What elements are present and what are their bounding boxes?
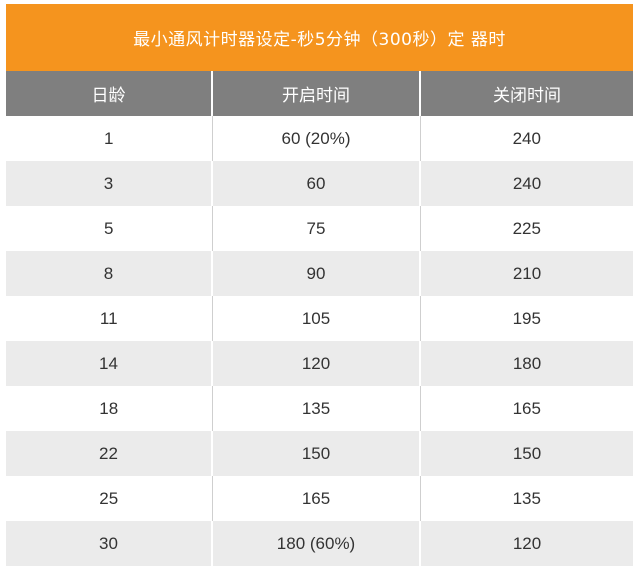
- cell-off-time: 135: [420, 476, 633, 521]
- cell-on-time: 120: [212, 341, 421, 386]
- cell-age: 3: [6, 161, 213, 206]
- table-row: 8 90 210: [6, 251, 633, 296]
- cell-off-time: 240: [420, 161, 633, 206]
- cell-off-time: 210: [420, 251, 633, 296]
- table-row: 1 60 (20%) 240: [6, 116, 633, 161]
- table-row: 14 120 180: [6, 341, 633, 386]
- table-row: 5 75 225: [6, 206, 633, 251]
- cell-on-time: 90: [212, 251, 421, 296]
- cell-on-time: 60: [212, 161, 421, 206]
- timer-table-card: 最小通风计时器设定-秒5分钟（300秒）定 器时 日龄 开启时间 关闭时间 1 …: [6, 4, 633, 566]
- table-row: 18 135 165: [6, 386, 633, 431]
- cell-age: 25: [6, 476, 213, 521]
- cell-on-time: 165: [212, 476, 421, 521]
- cell-age: 8: [6, 251, 213, 296]
- cell-off-time: 165: [420, 386, 633, 431]
- cell-off-time: 120: [420, 521, 633, 566]
- cell-on-time: 75: [212, 206, 421, 251]
- cell-on-time: 135: [212, 386, 421, 431]
- cell-off-time: 180: [420, 341, 633, 386]
- table-row: 11 105 195: [6, 296, 633, 341]
- cell-off-time: 150: [420, 431, 633, 476]
- cell-off-time: 225: [420, 206, 633, 251]
- cell-age: 22: [6, 431, 213, 476]
- table-title-bar: 最小通风计时器设定-秒5分钟（300秒）定 器时: [6, 4, 633, 71]
- cell-off-time: 195: [420, 296, 633, 341]
- table-title: 最小通风计时器设定-秒5分钟（300秒）定 器时: [133, 30, 506, 50]
- header-age: 日龄: [6, 71, 213, 116]
- header-on-time: 开启时间: [212, 71, 421, 116]
- header-off-time: 关闭时间: [420, 71, 633, 116]
- cell-age: 1: [6, 116, 213, 161]
- table-row: 30 180 (60%) 120: [6, 521, 633, 566]
- cell-on-time: 150: [212, 431, 421, 476]
- cell-age: 30: [6, 521, 213, 566]
- table-row: 3 60 240: [6, 161, 633, 206]
- table-row: 25 165 135: [6, 476, 633, 521]
- cell-age: 14: [6, 341, 213, 386]
- cell-on-time: 60 (20%): [212, 116, 421, 161]
- ventilation-timer-table: 日龄 开启时间 关闭时间 1 60 (20%) 240 3 60 240 5 7…: [6, 71, 633, 566]
- header-row: 日龄 开启时间 关闭时间: [6, 71, 633, 116]
- cell-age: 11: [6, 296, 213, 341]
- cell-on-time: 105: [212, 296, 421, 341]
- table-row: 22 150 150: [6, 431, 633, 476]
- cell-on-time: 180 (60%): [212, 521, 421, 566]
- cell-age: 5: [6, 206, 213, 251]
- cell-off-time: 240: [420, 116, 633, 161]
- cell-age: 18: [6, 386, 213, 431]
